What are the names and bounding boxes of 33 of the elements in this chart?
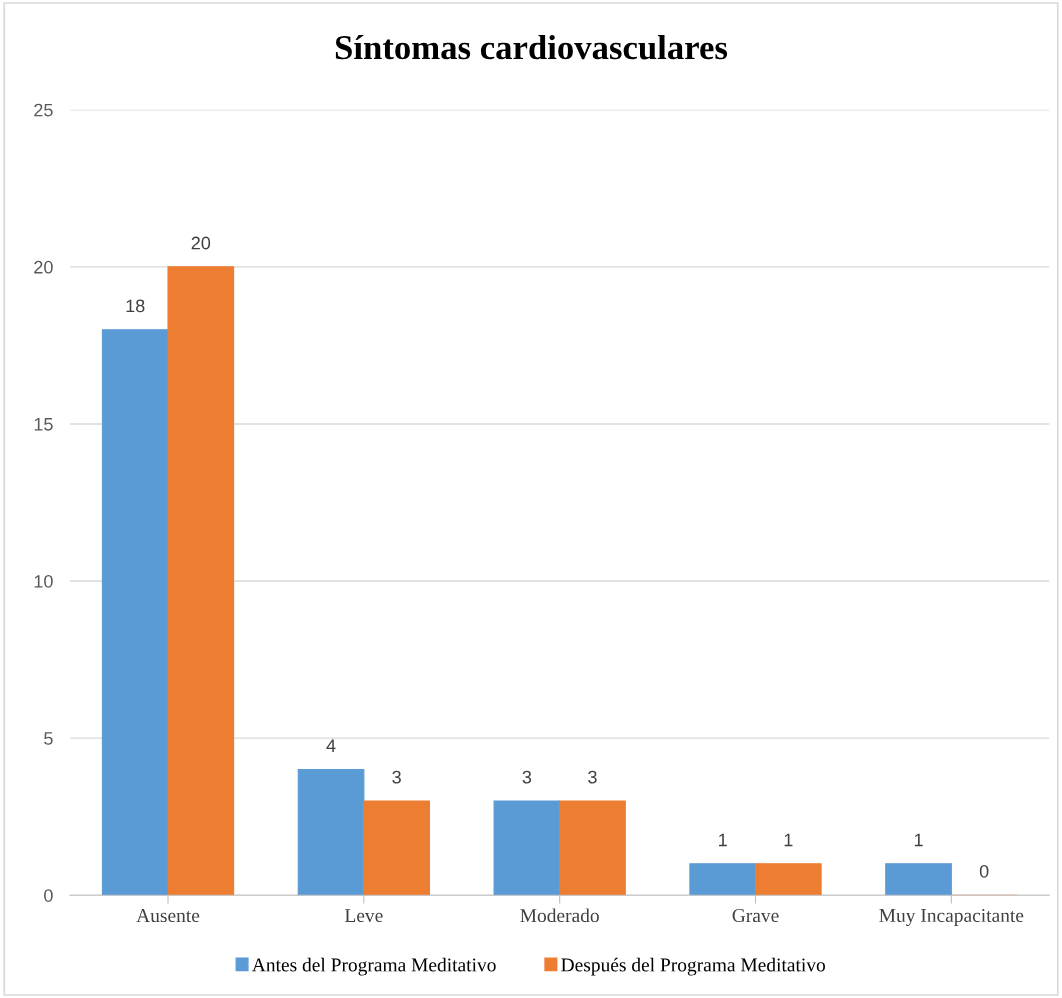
y-tick-label: 5 <box>44 732 53 745</box>
chart-title: Síntomas cardiovasculares <box>335 34 728 60</box>
x-tick-label: Muy Incapacitante <box>879 908 1024 927</box>
bar <box>297 768 365 896</box>
data-label: 3 <box>522 770 532 784</box>
x-tick-label: Leve <box>344 909 383 923</box>
y-tick-label: 25 <box>34 103 53 117</box>
data-label: 3 <box>392 770 401 784</box>
bar <box>559 800 626 896</box>
data-label: 1 <box>914 833 923 847</box>
data-label: 0 <box>979 864 989 878</box>
legend-label: Después del Programa Meditativo <box>561 957 825 976</box>
y-tick-label: 10 <box>34 574 53 588</box>
y-tick-label: 15 <box>34 418 53 431</box>
legend-label: Antes del Programa Meditativo <box>252 957 496 976</box>
data-label: 4 <box>326 739 336 752</box>
bar <box>754 863 822 896</box>
bar <box>885 863 952 896</box>
bar <box>493 800 561 896</box>
bar <box>167 266 235 896</box>
x-tick-label: Moderado <box>520 908 599 923</box>
bar <box>363 800 431 896</box>
bar <box>689 863 757 896</box>
x-tick-label: Grave <box>732 909 779 923</box>
data-label: 18 <box>126 299 145 313</box>
y-tick-label: 20 <box>34 260 53 274</box>
y-tick-label: 0 <box>44 889 53 902</box>
data-label: 3 <box>588 770 597 784</box>
data-label: 1 <box>719 833 727 847</box>
data-label: 1 <box>784 833 793 847</box>
bar <box>101 329 169 896</box>
x-tick-label: Ausente <box>136 909 200 923</box>
data-label: 20 <box>191 236 211 250</box>
